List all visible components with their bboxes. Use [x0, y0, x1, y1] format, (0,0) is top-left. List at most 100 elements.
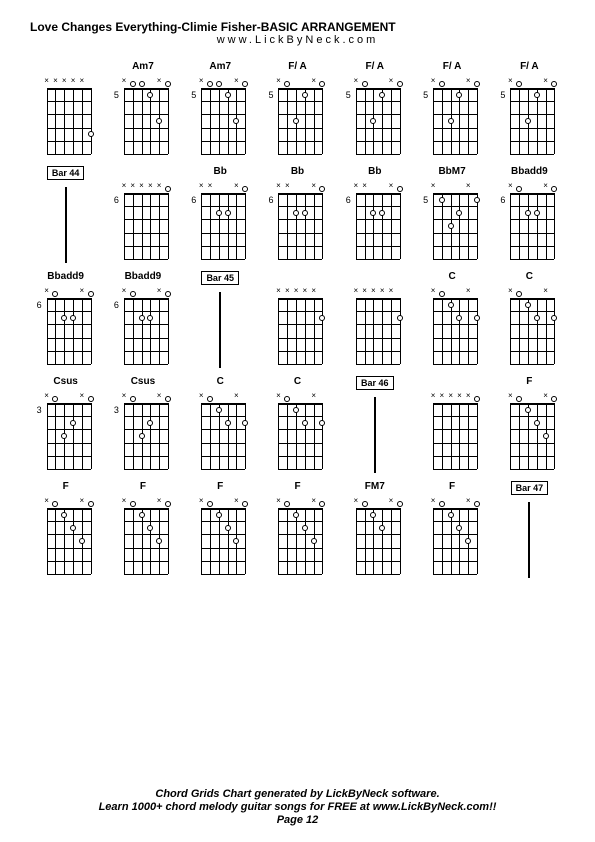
finger-dot [147, 525, 153, 531]
chord-cell: Csus3×× [30, 376, 101, 473]
finger-dot [216, 81, 222, 87]
chord-diagram: ×× [39, 498, 93, 578]
mute-mark: × [353, 181, 358, 190]
bar-label: Bar 47 [511, 481, 549, 495]
finger-dot [284, 396, 290, 402]
finger-dot [293, 210, 299, 216]
chord-diagram: 6×× [116, 288, 170, 368]
finger-dot [207, 501, 213, 507]
finger-dot [516, 396, 522, 402]
finger-dot [242, 501, 248, 507]
mute-mark: × [311, 496, 316, 505]
finger-dot [139, 433, 145, 439]
mute-mark: × [303, 286, 308, 295]
finger-dot [130, 291, 136, 297]
finger-dot [165, 186, 171, 192]
finger-dot [551, 315, 557, 321]
mute-mark: × [353, 76, 358, 85]
mute-mark: × [148, 181, 153, 190]
fret-number: 5 [423, 195, 428, 205]
mute-mark: × [79, 391, 84, 400]
finger-dot [88, 501, 94, 507]
chord-grid: ×××××Am75××Am75××F/ A5××F/ A5××F/ A5××F/… [30, 61, 565, 578]
finger-dot [302, 210, 308, 216]
finger-dot [225, 92, 231, 98]
footer-page: Page 12 [0, 814, 595, 826]
finger-dot [456, 92, 462, 98]
mute-mark: × [508, 286, 513, 295]
mute-mark: × [276, 286, 281, 295]
chord-diagram: ×× [348, 498, 402, 578]
chord-cell: C×× [185, 376, 256, 473]
finger-dot [362, 501, 368, 507]
finger-dot [233, 118, 239, 124]
chord-label: F [140, 481, 146, 495]
finger-dot [319, 186, 325, 192]
finger-dot [456, 525, 462, 531]
finger-dot [216, 512, 222, 518]
finger-dot [439, 501, 445, 507]
mute-mark: × [208, 181, 213, 190]
finger-dot [465, 538, 471, 544]
song-title: Love Changes Everything-Climie Fisher-BA… [30, 20, 565, 34]
finger-dot [319, 81, 325, 87]
chord-label: Csus [131, 376, 155, 390]
mute-mark: × [466, 181, 471, 190]
finger-dot [525, 407, 531, 413]
fret-number: 6 [114, 195, 119, 205]
chord-label: Bbadd9 [511, 166, 548, 180]
finger-dot [534, 210, 540, 216]
finger-dot [207, 396, 213, 402]
mute-mark: × [353, 496, 358, 505]
finger-dot [456, 315, 462, 321]
mute-mark: × [285, 181, 290, 190]
finger-dot [225, 525, 231, 531]
finger-dot [362, 81, 368, 87]
chord-label: F [294, 481, 300, 495]
chord-diagram: ×× [425, 498, 479, 578]
chord-cell: ××××× [416, 376, 487, 473]
chord-diagram: ××××× [270, 288, 324, 368]
chord-cell: Bb6××× [339, 166, 410, 263]
finger-dot [534, 420, 540, 426]
chord-diagram: ××××× [39, 78, 93, 158]
mute-mark: × [508, 76, 513, 85]
finger-dot [88, 396, 94, 402]
mute-mark: × [122, 181, 127, 190]
mute-mark: × [199, 391, 204, 400]
chord-diagram: 5×× [425, 183, 479, 263]
chord-cell: Bb6××× [185, 166, 256, 263]
chord-diagram: 6×× [502, 183, 556, 263]
finger-dot [302, 92, 308, 98]
finger-dot [397, 186, 403, 192]
chord-diagram: ×× [193, 498, 247, 578]
mute-mark: × [276, 496, 281, 505]
chord-cell: F/ A5×× [262, 61, 333, 158]
fret-number: 3 [114, 405, 119, 415]
mute-mark: × [285, 286, 290, 295]
finger-dot [61, 433, 67, 439]
chord-diagram: ××××× [425, 393, 479, 473]
chord-label: C [294, 376, 301, 390]
finger-dot [225, 420, 231, 426]
finger-dot [52, 396, 58, 402]
fret-number: 5 [191, 90, 196, 100]
mute-mark: × [79, 286, 84, 295]
finger-dot [448, 118, 454, 124]
finger-dot [516, 291, 522, 297]
finger-dot [379, 92, 385, 98]
chord-label: Bbadd9 [125, 271, 162, 285]
finger-dot [284, 501, 290, 507]
chord-cell: F/ A5×× [339, 61, 410, 158]
finger-dot [207, 81, 213, 87]
mute-mark: × [276, 391, 281, 400]
chord-cell: Bar 44 [30, 166, 101, 263]
finger-dot [516, 81, 522, 87]
mute-mark: × [389, 286, 394, 295]
chord-cell: Bbadd96×× [30, 271, 101, 368]
mute-mark: × [431, 496, 436, 505]
mute-mark: × [362, 181, 367, 190]
mute-mark: × [448, 391, 453, 400]
finger-dot [525, 302, 531, 308]
finger-dot [147, 92, 153, 98]
